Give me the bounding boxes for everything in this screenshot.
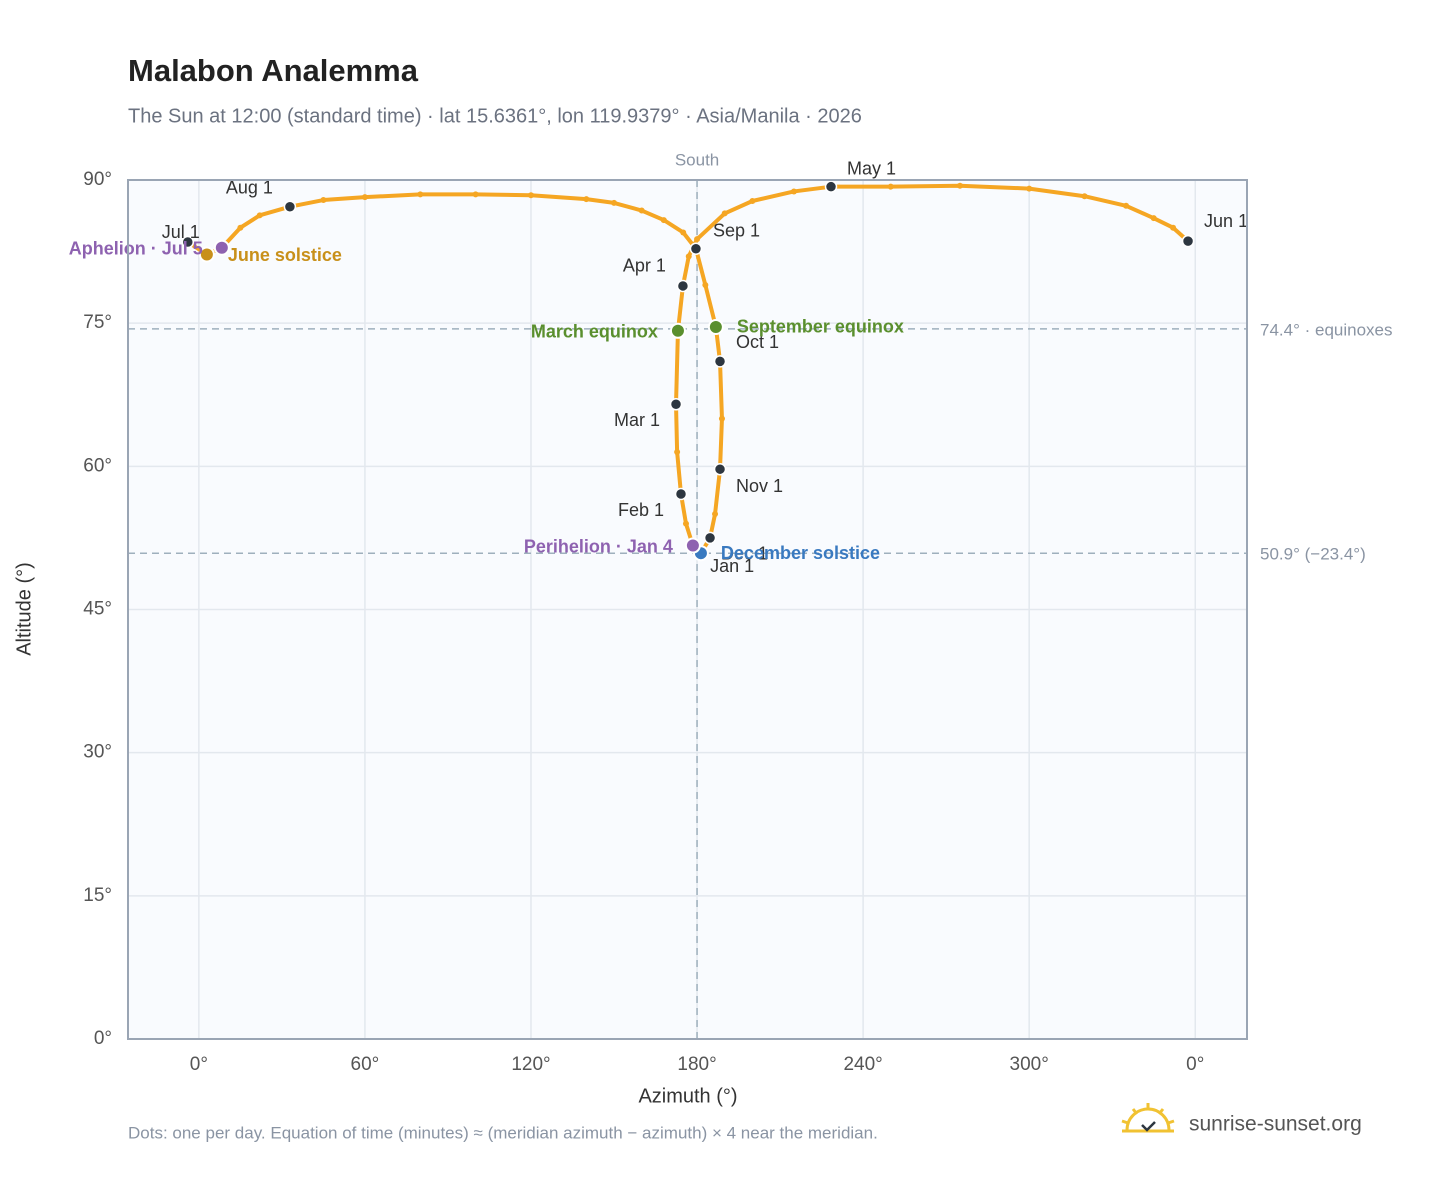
month-label: Nov 1: [736, 476, 783, 496]
x-axis-label: Azimuth (°): [638, 1085, 737, 1107]
y-tick-label: 0°: [94, 1028, 112, 1049]
plot-border: [127, 179, 1248, 1040]
daily-dot: [256, 212, 263, 219]
month-label: Oct 1: [736, 332, 779, 352]
x-tick-label: 180°: [677, 1054, 716, 1075]
month-marker: [703, 531, 717, 545]
brand-logo: [1121, 1103, 1175, 1133]
event-marker: [669, 322, 686, 339]
brand: sunrise-sunset.org: [1189, 1113, 1362, 1136]
x-tick-label: 240°: [843, 1054, 882, 1075]
month-marker: [713, 462, 727, 476]
month-label: Dec 1: [721, 544, 768, 564]
daily-dot: [1150, 215, 1157, 222]
month-marker: [283, 200, 297, 213]
y-tick-label: 15°: [83, 885, 112, 906]
y-axis-label: Altitude (°): [13, 562, 35, 656]
daily-dot: [682, 520, 689, 527]
reference-label: 74.4° · equinoxes: [1260, 320, 1393, 339]
month-label: Apr 1: [623, 256, 666, 276]
x-tick-label: 0°: [1186, 1054, 1204, 1075]
daily-dot: [718, 415, 725, 422]
daily-dot: [417, 191, 424, 198]
chart-subtitle: The Sun at 12:00 (standard time) · lat 1…: [128, 105, 862, 127]
y-tick-label: 30°: [83, 742, 112, 763]
month-marker: [689, 242, 703, 255]
month-label: Sep 1: [713, 220, 760, 240]
daily-dot: [749, 197, 756, 204]
footnote: Dots: one per day. Equation of time (min…: [128, 1123, 878, 1142]
reference-label: 50.9° (−23.4°): [1260, 545, 1366, 564]
y-tick-label: 60°: [83, 455, 112, 476]
month-marker: [713, 355, 727, 368]
daily-dot: [660, 217, 667, 224]
y-tick-label: 45°: [83, 599, 112, 620]
event-marker: [213, 239, 230, 256]
event-label: June solstice: [228, 245, 342, 265]
daily-dot: [887, 183, 894, 190]
daily-dot: [674, 449, 681, 456]
daily-dot: [583, 196, 590, 203]
daily-dot: [361, 194, 368, 201]
y-tick-label: 90°: [83, 169, 112, 190]
y-tick-label: 75°: [83, 312, 112, 333]
daily-dot: [237, 224, 244, 231]
month-label: Mar 1: [614, 410, 660, 430]
daily-dot: [685, 253, 692, 260]
daily-dot: [611, 199, 618, 206]
month-label: Aug 1: [226, 177, 273, 197]
event-label: Aphelion · Jul 5: [69, 239, 203, 259]
daily-dot: [712, 511, 719, 518]
daily-dot: [638, 207, 645, 214]
daily-dot: [721, 210, 728, 217]
x-tick-label: 120°: [511, 1054, 550, 1075]
month-label: Jun 1: [1204, 211, 1248, 231]
month-marker: [1181, 234, 1195, 248]
daily-dot: [1026, 185, 1033, 192]
daily-dot: [702, 281, 709, 288]
month-label: May 1: [847, 158, 896, 178]
month-marker: [676, 279, 690, 293]
event-label: September equinox: [737, 317, 904, 337]
daily-dot: [472, 191, 479, 198]
month-label: Jan 1: [710, 556, 754, 576]
month-marker: [181, 235, 195, 249]
x-tick-label: 0°: [190, 1054, 208, 1075]
event-label: December solstice: [721, 543, 880, 563]
daily-dot: [956, 182, 963, 189]
event-label: March equinox: [531, 322, 658, 342]
daily-dot: [790, 188, 797, 195]
reference-label: South: [675, 150, 719, 169]
daily-dot: [1123, 202, 1130, 209]
daily-dot: [680, 229, 687, 236]
event-marker: [707, 318, 724, 335]
x-tick-label: 60°: [351, 1054, 380, 1075]
daily-dot: [527, 192, 534, 199]
month-marker: [674, 487, 688, 501]
daily-dot: [1170, 224, 1177, 231]
event-label: Perihelion · Jan 4: [524, 536, 673, 556]
month-label: Jul 1: [162, 222, 200, 242]
month-label: Feb 1: [618, 500, 664, 520]
event-marker: [684, 537, 701, 554]
month-marker: [669, 398, 683, 411]
daily-dot: [320, 197, 327, 204]
event-marker: [198, 246, 215, 263]
daily-dot: [694, 236, 701, 243]
chart-title: Malabon Analemma: [128, 53, 419, 88]
daily-dot: [1081, 193, 1088, 200]
month-marker: [824, 180, 838, 193]
x-tick-label: 300°: [1010, 1054, 1049, 1075]
